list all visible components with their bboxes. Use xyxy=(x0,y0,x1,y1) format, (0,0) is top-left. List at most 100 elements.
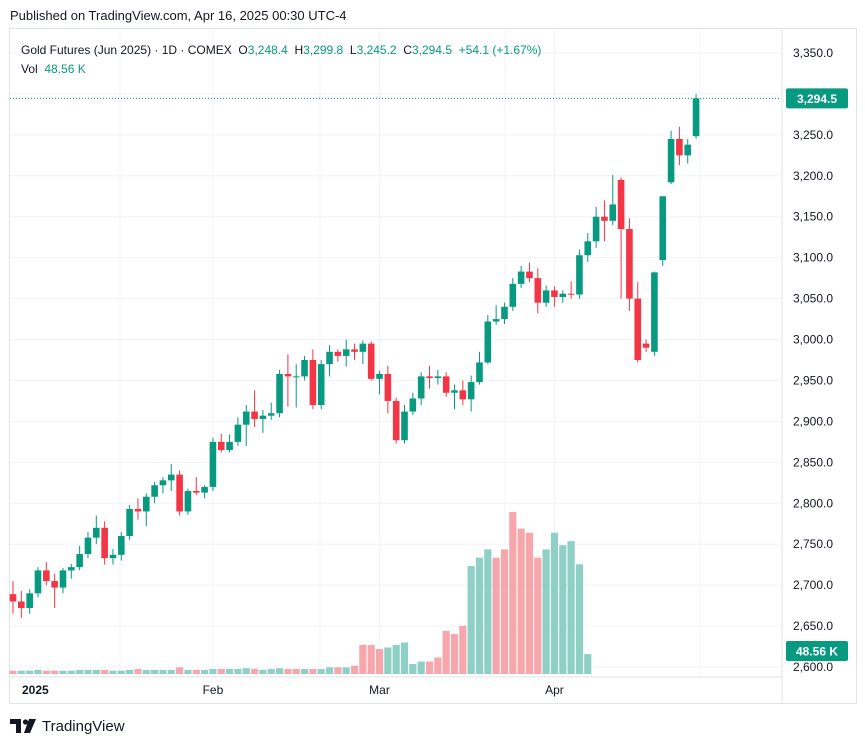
volume-bar xyxy=(292,669,300,674)
volume-bar xyxy=(475,557,484,674)
candle-body xyxy=(359,343,367,352)
candle-body xyxy=(276,373,283,414)
volume-bar xyxy=(101,669,109,674)
volume-bar xyxy=(450,634,459,674)
candle-body xyxy=(451,390,458,393)
candle-body xyxy=(684,144,692,156)
candle-body xyxy=(609,204,617,221)
high-value: 3,299.8 xyxy=(303,43,344,57)
volume-bar xyxy=(317,669,325,674)
candle-body xyxy=(76,554,83,568)
candle-body xyxy=(93,527,100,538)
volume-bar xyxy=(259,669,267,674)
volume-bar xyxy=(442,630,450,674)
candle-body xyxy=(601,216,608,221)
low-label: L xyxy=(349,43,357,57)
close-value: 3,294.5 xyxy=(411,43,452,57)
volume-bar xyxy=(126,669,134,674)
candle-body xyxy=(242,411,250,425)
candle-body xyxy=(509,283,517,307)
symbol-title[interactable]: Gold Futures (Jun 2025) · 1D · COMEX xyxy=(21,43,232,57)
volume-label[interactable]: Vol xyxy=(21,62,38,76)
candle-body xyxy=(692,98,700,137)
volume-bar xyxy=(275,668,284,674)
volume-bar xyxy=(492,557,500,674)
volume-bar xyxy=(342,667,350,674)
y-tick-label: 3,100.0 xyxy=(793,251,833,265)
candle-body xyxy=(34,570,42,594)
candle-body xyxy=(342,349,350,356)
candle-body xyxy=(251,411,258,419)
y-tick-label: 2,800.0 xyxy=(793,496,833,510)
candle-body xyxy=(434,376,442,379)
candle-body xyxy=(617,179,625,230)
volume-bar xyxy=(142,669,150,674)
candle-body xyxy=(192,490,200,493)
tradingview-icon xyxy=(10,719,36,733)
candle-body xyxy=(234,424,242,442)
open-value: 3,248.4 xyxy=(247,43,288,57)
candle-body xyxy=(401,411,408,441)
last-price-label: 3,294.5 xyxy=(797,92,837,106)
candle-body xyxy=(459,390,467,400)
volume-bar xyxy=(517,528,525,674)
candle-body xyxy=(267,413,275,416)
volume-bar xyxy=(92,669,100,674)
volume-bar xyxy=(200,669,209,674)
y-tick-label: 2,750.0 xyxy=(793,537,833,551)
volume-bar xyxy=(409,664,417,674)
volume-bar xyxy=(26,670,34,674)
candle-body xyxy=(426,376,433,379)
volume-bar xyxy=(425,661,434,674)
candle-body xyxy=(84,537,92,555)
volume-bar xyxy=(242,668,250,674)
volume-bar xyxy=(534,557,542,674)
candle-body xyxy=(292,376,300,378)
candle-body xyxy=(592,216,600,242)
candle-body xyxy=(167,474,175,481)
candle-body xyxy=(367,343,375,379)
volume-bar xyxy=(500,549,509,674)
volume-bar xyxy=(434,657,442,674)
volume-bar xyxy=(267,669,275,674)
candle-body xyxy=(309,360,317,406)
y-tick-label: 3,350.0 xyxy=(793,46,833,60)
candle-body xyxy=(142,496,150,512)
y-tick-label: 2,650.0 xyxy=(793,619,833,633)
candle-body xyxy=(117,536,125,555)
tradingview-logo[interactable]: TradingView xyxy=(10,716,125,736)
candle-body xyxy=(501,306,508,320)
volume-bar xyxy=(417,661,425,674)
chart-frame xyxy=(9,28,857,704)
candle-body xyxy=(659,196,667,261)
volume-bar xyxy=(134,669,142,674)
candle-body xyxy=(642,343,650,348)
candle-body xyxy=(68,567,75,571)
candle-body xyxy=(484,321,492,363)
high-label: H xyxy=(294,43,304,57)
volume-bar xyxy=(217,669,225,674)
volume-bar xyxy=(384,647,392,674)
volume-bar xyxy=(250,669,259,674)
x-tick-label: Mar xyxy=(369,683,390,697)
candle-body xyxy=(676,138,683,156)
last-price-badge xyxy=(786,88,848,109)
volume-bar xyxy=(234,669,242,674)
volume-bar xyxy=(509,512,517,674)
y-tick-label: 3,150.0 xyxy=(793,210,833,224)
x-tick-label: 2025 xyxy=(22,683,49,697)
candle-body xyxy=(9,594,17,602)
y-tick-label: 2,600.0 xyxy=(793,660,833,674)
volume-bar xyxy=(300,669,309,674)
x-tick-label: Apr xyxy=(545,683,564,697)
volume-bar xyxy=(309,669,317,674)
candle-body xyxy=(351,349,358,352)
candle-body xyxy=(59,570,67,588)
y-tick-label: 3,250.0 xyxy=(793,128,833,142)
candle-body xyxy=(134,508,142,512)
volume-bar xyxy=(567,541,575,674)
candle-body xyxy=(517,271,525,284)
volume-bar xyxy=(359,644,367,674)
candle-body xyxy=(151,485,158,497)
